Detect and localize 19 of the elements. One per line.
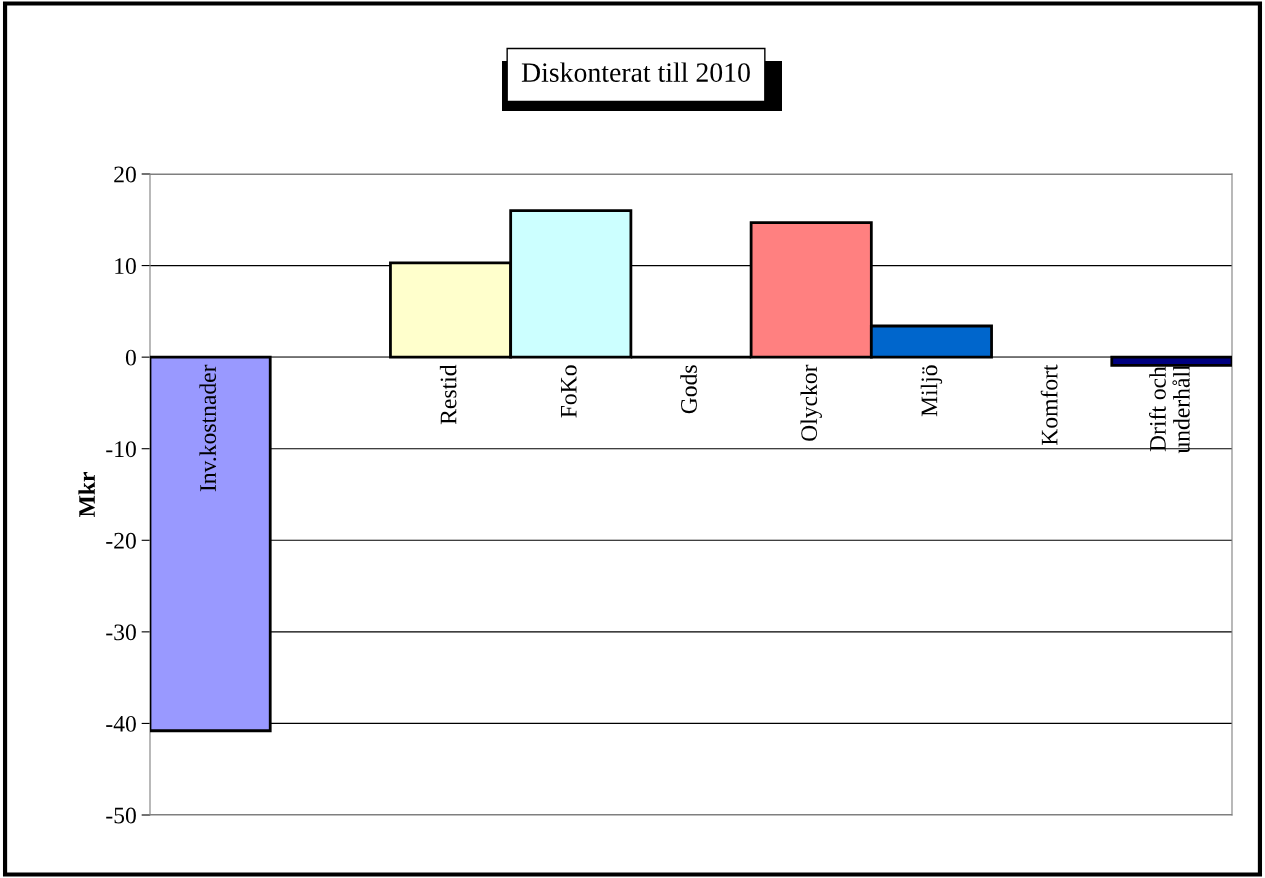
y-axis-title: Mkr: [78, 472, 95, 518]
x-tick-label: Drift och underhåll: [1149, 364, 1190, 454]
chart-title: Diskonterat till 2010: [521, 62, 750, 82]
x-tick-label: Komfort: [1040, 364, 1058, 446]
y-tick-label: 20: [114, 166, 136, 183]
y-tick-label: -50: [106, 807, 136, 824]
y-tick-label: 10: [115, 258, 136, 274]
x-tick-label: Inv.kostnader: [199, 364, 217, 492]
x-tick-label: Miljö: [920, 365, 943, 417]
x-tick-label: Olyckor: [800, 364, 822, 441]
x-tick-label: Restid: [439, 364, 457, 425]
y-tick-label: -20: [106, 532, 136, 549]
x-tick-label: Gods: [680, 365, 697, 414]
y-tick-label: -30: [106, 624, 136, 641]
x-tick-label: FoKo: [560, 365, 577, 418]
y-tick-label: -10: [106, 441, 136, 458]
y-tick-label: 0: [125, 349, 136, 366]
y-tick-label: -40: [106, 715, 136, 732]
bar: [1110, 355, 1232, 367]
